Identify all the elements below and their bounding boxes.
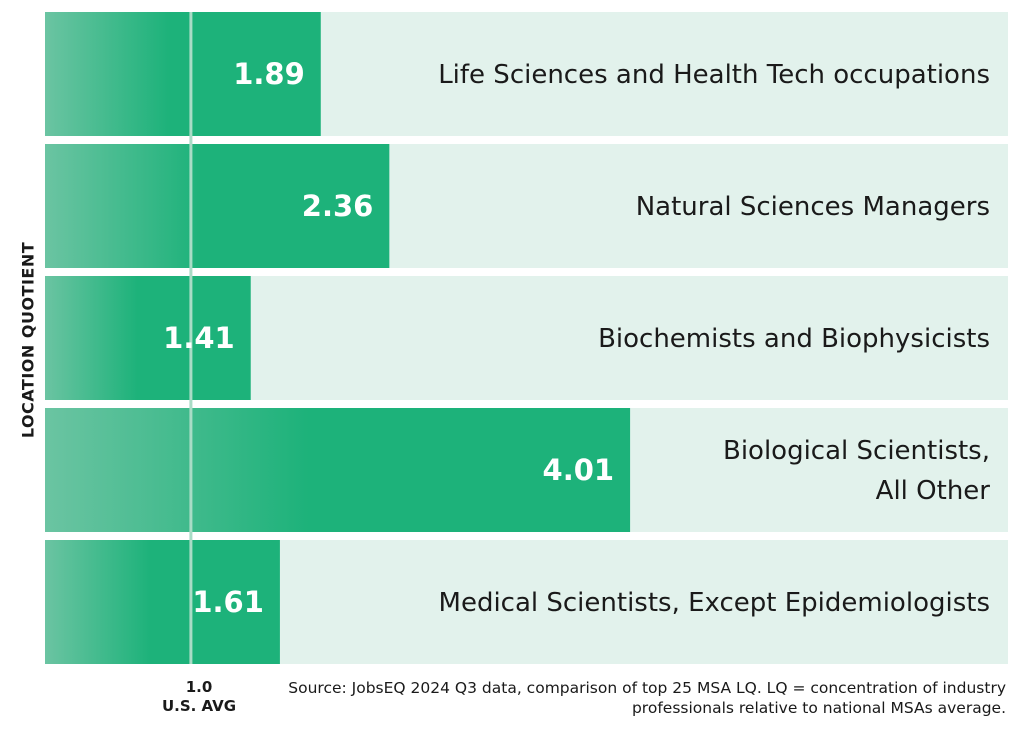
bar: [45, 276, 251, 400]
bar: [45, 12, 321, 136]
category-label: Life Sciences and Health Tech occupation…: [438, 60, 990, 90]
source-note: Source: JobsEQ 2024 Q3 data, comparison …: [288, 679, 1006, 717]
category-label: Biochemists and Biophysicists: [598, 324, 990, 354]
bar: [45, 408, 631, 532]
category-label: Natural Sciences Managers: [636, 192, 990, 222]
bar-value-label: 4.01: [543, 453, 615, 487]
bar: [45, 144, 390, 268]
bar-value-label: 1.61: [192, 585, 264, 619]
location-quotient-bar-chart: 1.89 Life Sciences and Health Tech occupa…: [45, 12, 1008, 664]
bar-value-label: 2.36: [302, 189, 374, 223]
category-label: Medical Scientists, Except Epidemiologis…: [439, 588, 990, 618]
bar: [45, 540, 280, 664]
bar-value-label: 1.89: [233, 57, 305, 91]
baseline-label: 1.0 U.S. AVG: [162, 678, 236, 716]
baseline-text: U.S. AVG: [161, 697, 237, 715]
bar-value-label: 1.41: [163, 321, 235, 355]
category-label: Biological Scientists,: [723, 436, 990, 466]
baseline-value: 1.0: [185, 678, 213, 696]
category-label: All Other: [876, 476, 991, 506]
